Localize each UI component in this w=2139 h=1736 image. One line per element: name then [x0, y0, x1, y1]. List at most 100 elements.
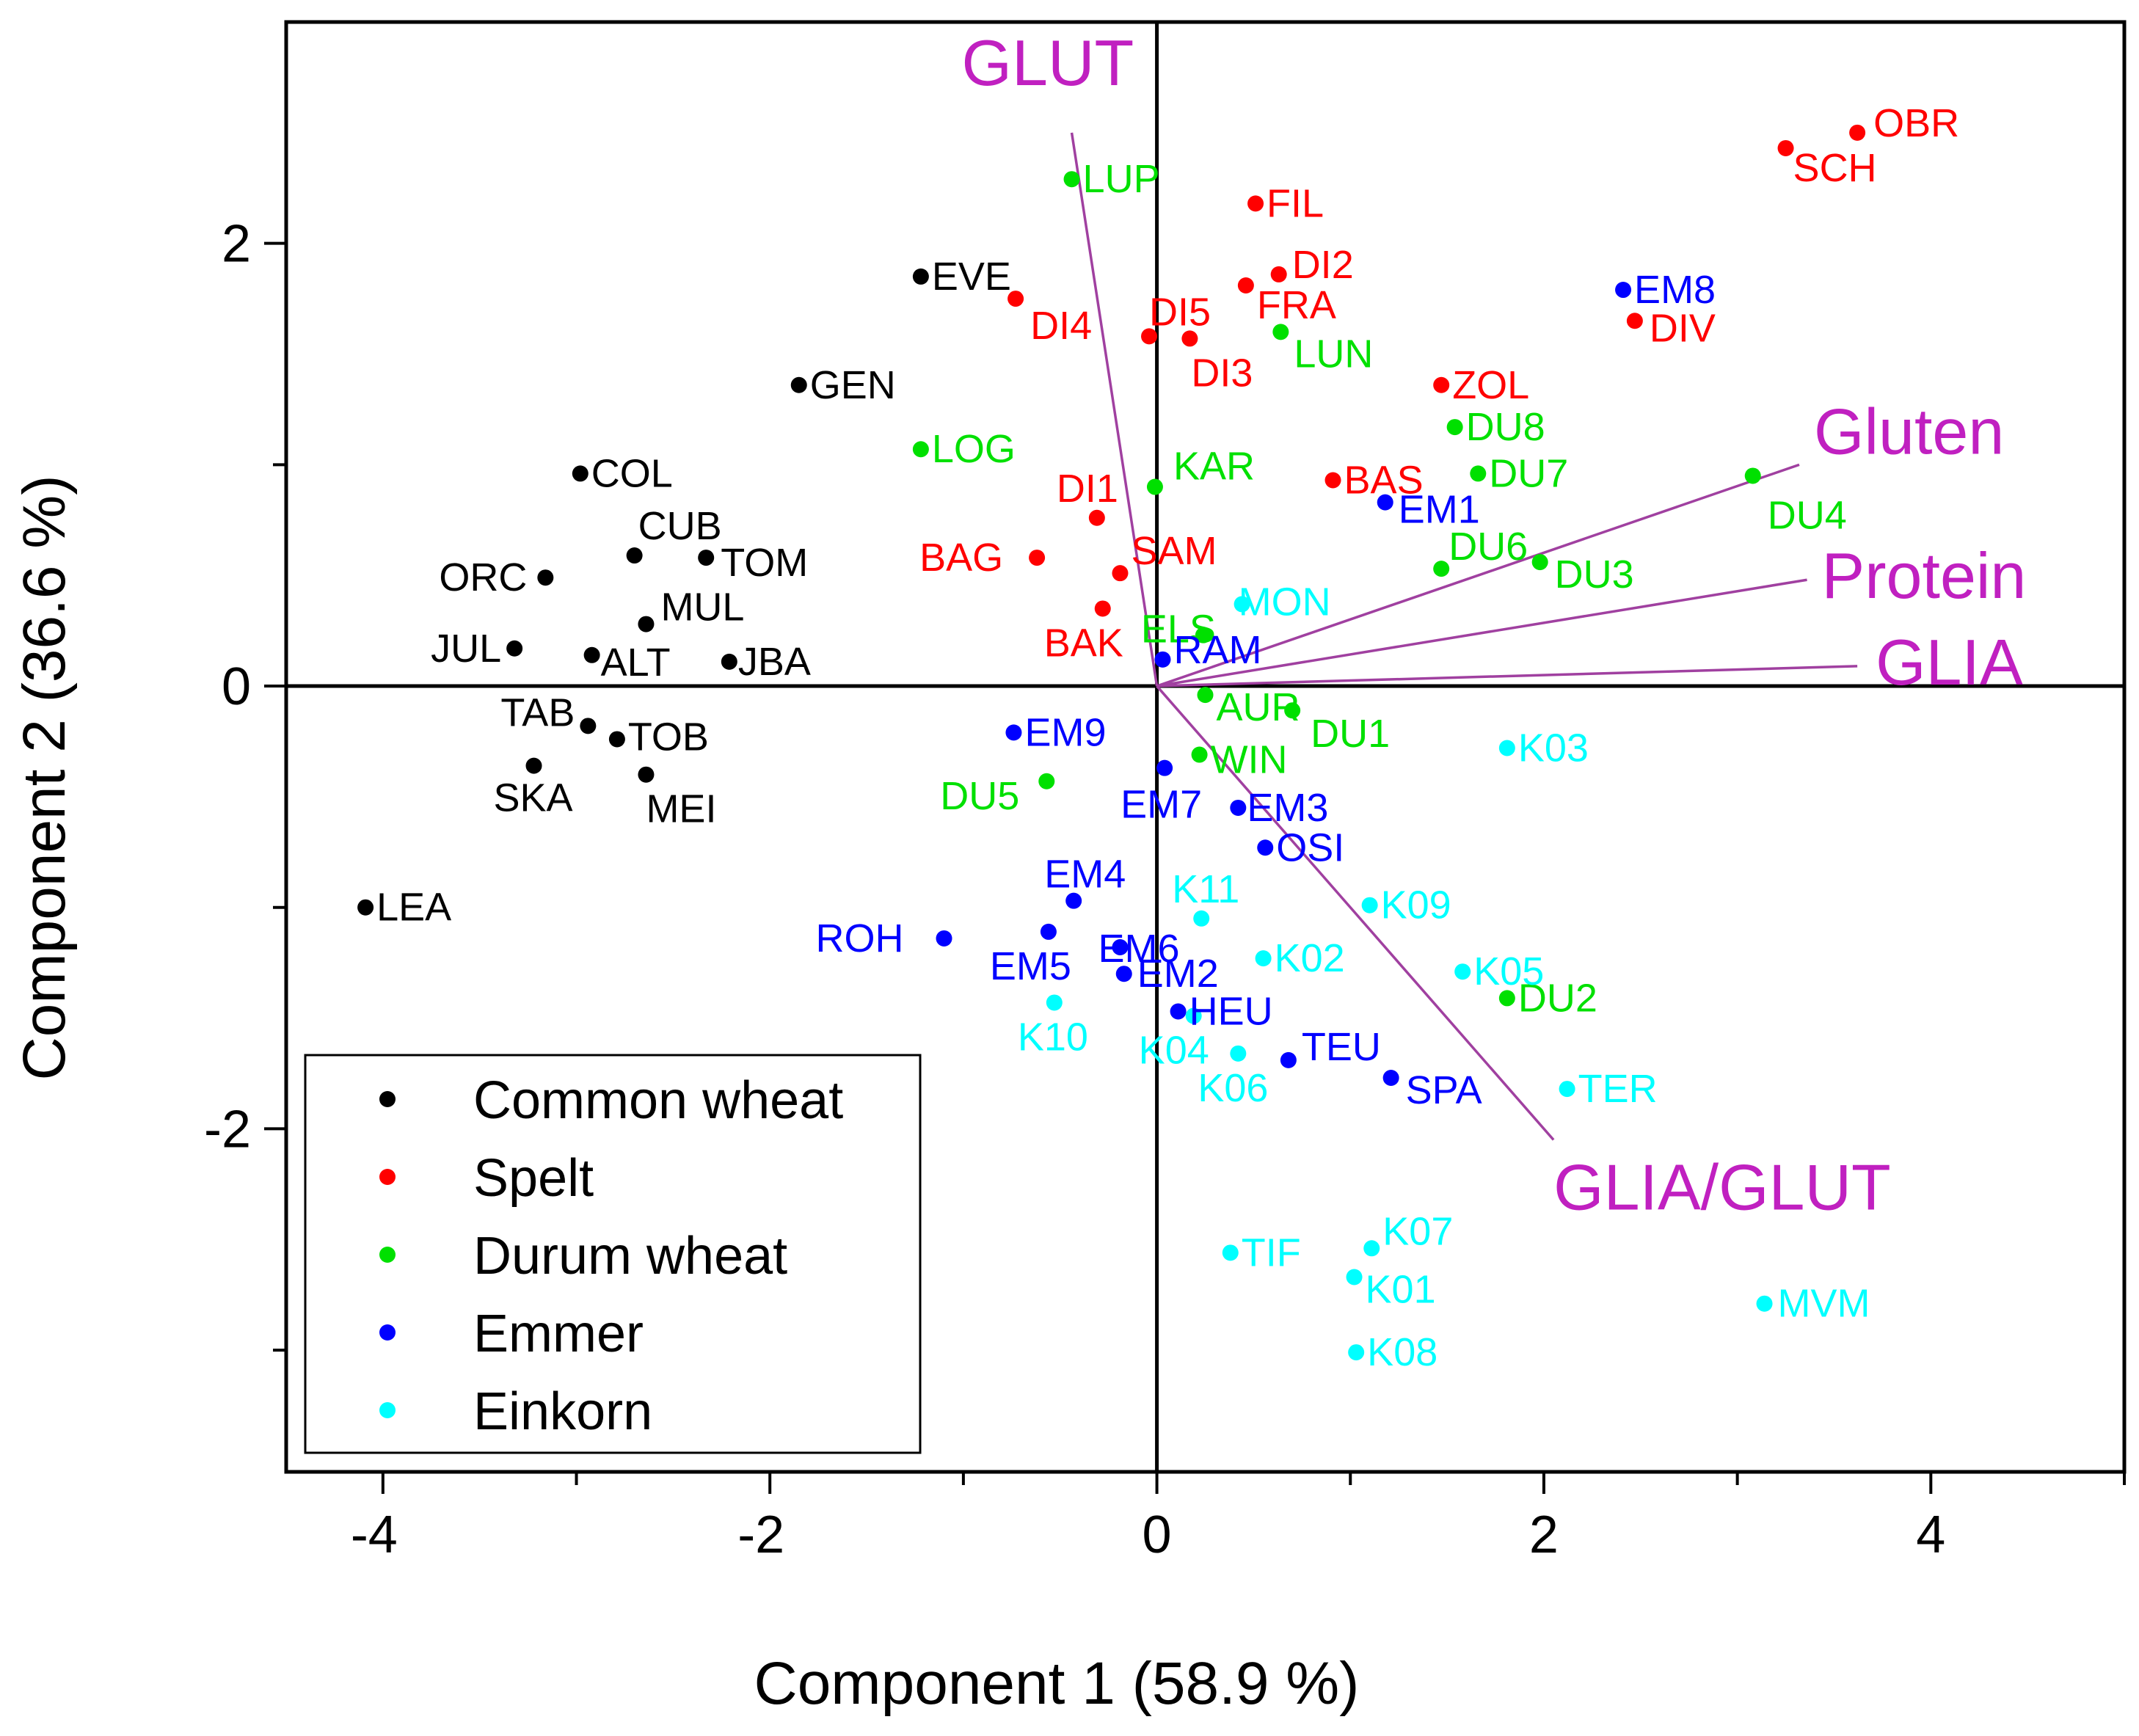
legend-label: Durum wheat: [473, 1227, 787, 1285]
data-point: [1040, 923, 1057, 940]
data-point: [1284, 702, 1301, 719]
data-point: [1454, 963, 1471, 980]
data-point-label: TOM: [721, 541, 808, 585]
data-point: [1280, 1051, 1297, 1068]
data-point-label: SAM: [1131, 529, 1217, 573]
data-point-label: TER: [1578, 1067, 1658, 1111]
data-point: [912, 441, 929, 458]
data-point: [1272, 324, 1289, 340]
loading-vector: [1070, 132, 1159, 687]
data-point-label: K04: [1139, 1029, 1209, 1073]
loading-vector-label: Protein: [1822, 539, 2027, 612]
data-point-label: ZOL: [1452, 363, 1529, 407]
zero-lines: [286, 22, 2124, 1472]
x-tick-label: -2: [737, 1506, 784, 1564]
data-point: [1433, 561, 1450, 577]
data-point: [638, 766, 655, 783]
data-point-label: DIV: [1650, 306, 1716, 350]
data-point-label: K07: [1382, 1209, 1453, 1253]
data-point: [506, 640, 523, 657]
data-point-label: RAM: [1173, 628, 1261, 672]
legend-label: Einkorn: [473, 1382, 652, 1441]
data-point-label: TAB: [500, 690, 575, 734]
data-point: [1615, 282, 1632, 299]
data-point: [1230, 799, 1247, 816]
data-point-label: LUN: [1294, 332, 1373, 376]
data-point-label: JUL: [431, 627, 501, 671]
loading-vectors: [1070, 132, 1858, 1141]
data-point: [1498, 990, 1515, 1007]
data-point: [1063, 171, 1080, 188]
data-point: [1361, 897, 1378, 913]
data-point: [638, 616, 655, 632]
data-point: [1193, 910, 1210, 927]
x-tick-label: 4: [1916, 1506, 1945, 1564]
data-point-label: DI2: [1292, 243, 1354, 287]
data-point-label: COL: [591, 451, 673, 495]
data-point-label: DU1: [1311, 712, 1390, 756]
data-point-label: K08: [1367, 1330, 1437, 1374]
data-point: [1185, 1007, 1202, 1024]
loading-vector-label: GLIA/GLUT: [1553, 1150, 1891, 1223]
data-point: [1115, 966, 1132, 982]
legend: Common wheat Spelt Durum wheat Emmer Einkorn: [304, 1054, 922, 1454]
data-point-label: ROH: [816, 916, 904, 960]
data-point: [1237, 277, 1254, 293]
data-point-label: DU8: [1466, 405, 1545, 449]
data-point-label: EM9: [1024, 710, 1106, 754]
data-point-label: DI1: [1057, 467, 1118, 511]
data-point-label: K06: [1198, 1066, 1268, 1110]
legend-label: Emmer: [473, 1305, 644, 1363]
data-point-label: EM5: [990, 944, 1071, 988]
data-point: [572, 465, 589, 482]
data-point: [1029, 550, 1046, 566]
data-point: [1777, 139, 1794, 156]
loading-vector-labels: GLUT Gluten Protein GLIA GLIA/GLUT: [962, 26, 2027, 1224]
data-point-label: DU7: [1489, 451, 1568, 495]
data-point-label: K05: [1473, 949, 1544, 993]
data-point: [1154, 651, 1171, 668]
legend-marker: [379, 1169, 396, 1185]
data-point-label: GEN: [810, 363, 896, 407]
data-point-label: BAG: [919, 536, 1003, 580]
data-point-label: LOG: [932, 427, 1016, 471]
data-point: [1065, 892, 1082, 909]
data-point-label: DI5: [1149, 290, 1211, 334]
data-point-label: SCH: [1793, 146, 1877, 190]
data-point-label: ELS: [1141, 608, 1216, 652]
data-point: [1112, 939, 1129, 956]
data-point: [721, 653, 737, 670]
y-tick-label: -2: [204, 1100, 251, 1159]
data-point-label: WIN: [1211, 738, 1288, 782]
data-point-label: AUR: [1217, 685, 1300, 729]
data-point-label: K02: [1275, 936, 1345, 980]
legend-label: Common wheat: [473, 1071, 843, 1130]
data-point: [1270, 266, 1287, 282]
data-point: [583, 646, 600, 663]
data-point-label: EM1: [1399, 488, 1480, 532]
data-point-label: K03: [1518, 726, 1589, 770]
data-point-label: MVM: [1778, 1282, 1870, 1326]
data-point-label: CUB: [638, 504, 722, 548]
data-point-label: FIL: [1267, 181, 1324, 225]
data-point: [525, 757, 542, 774]
data-point: [1348, 1344, 1365, 1361]
data-point-label: TEU: [1302, 1025, 1381, 1069]
data-point: [580, 718, 597, 734]
data-point: [608, 731, 625, 748]
data-point: [1088, 509, 1105, 526]
axis-ticks: [264, 241, 2126, 1494]
data-point: [1170, 1003, 1187, 1020]
data-point: [1094, 600, 1111, 617]
data-point-label: DU5: [940, 774, 1019, 818]
data-point: [1531, 554, 1548, 571]
plot-frame: [284, 20, 2127, 1474]
data-point: [1046, 994, 1063, 1011]
data-point-label: EM3: [1247, 786, 1328, 830]
legend-marker: [379, 1402, 396, 1418]
loading-vector: [1156, 685, 1555, 1141]
legend-label: Spelt: [473, 1149, 594, 1208]
data-point-label: KAR: [1173, 445, 1255, 489]
